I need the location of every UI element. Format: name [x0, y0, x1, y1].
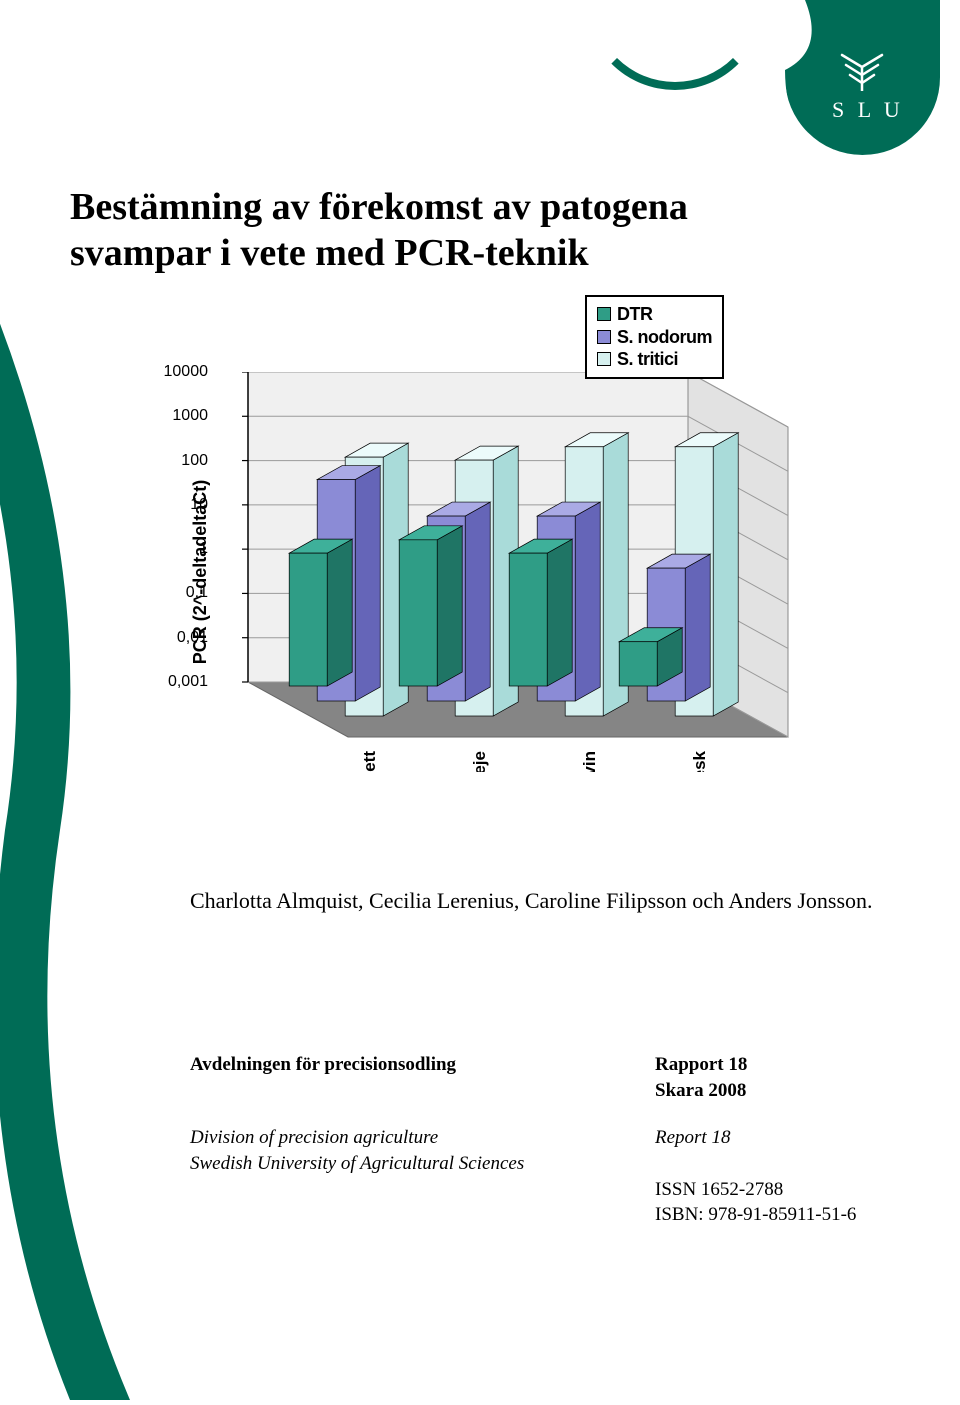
y-tick: 100 — [148, 452, 208, 470]
legend-item-snodorum: S. nodorum — [597, 326, 712, 349]
footer-report: Report 18 — [655, 1125, 730, 1151]
legend-item-dtr: DTR — [597, 303, 712, 326]
authors-line: Charlotta Almquist, Cecilia Lerenius, Ca… — [190, 888, 890, 914]
footer-isbn: ISBN: 978-91-85911-51-6 — [655, 1202, 856, 1228]
legend-swatch — [597, 307, 611, 321]
slu-logo-text: S L U — [832, 97, 904, 123]
legend-label: S. tritici — [617, 348, 678, 371]
legend-swatch — [597, 352, 611, 366]
y-tick: 10 — [148, 496, 208, 514]
page-title: Bestämning av förekomst av patogena svam… — [70, 185, 790, 276]
svg-text:Skalmeje: Skalmeje — [470, 751, 489, 772]
footer-issn: ISSN 1652-2788 — [655, 1177, 783, 1203]
page-title-block: Bestämning av förekomst av patogena svam… — [70, 185, 790, 276]
chart-canvas: Florett Skalmeje Olivin Harnesk — [218, 372, 803, 772]
y-tick: 10000 — [148, 363, 208, 381]
chart-legend: DTR S. nodorum S. tritici — [585, 295, 724, 379]
y-axis-ticks: 1000010001001010,10,010,001 — [148, 372, 208, 682]
footer-location: Skara 2008 — [655, 1078, 747, 1104]
y-tick: 0,001 — [148, 673, 208, 691]
y-tick: 0,1 — [148, 584, 208, 602]
y-tick: 0,01 — [148, 629, 208, 647]
footer-block: Avdelningen för precisionsodling Rapport… — [190, 1052, 910, 1228]
footer-dept: Avdelningen för precisionsodling — [190, 1052, 655, 1103]
legend-label: S. nodorum — [617, 326, 712, 349]
footer-division: Division of precision agriculture — [190, 1125, 655, 1151]
footer-university: Swedish University of Agricultural Scien… — [190, 1151, 655, 1177]
svg-text:Olivin: Olivin — [580, 751, 599, 772]
bar-chart-3d: PCR (2^-deltadeltaCt) 1000010001001010,1… — [138, 372, 803, 772]
slu-tree-icon — [832, 53, 892, 91]
svg-text:Florett: Florett — [360, 751, 379, 772]
y-tick: 1 — [148, 540, 208, 558]
decorative-arc — [585, 0, 765, 90]
legend-item-stritici: S. tritici — [597, 348, 712, 371]
footer-rapport: Rapport 18 — [655, 1052, 747, 1078]
legend-swatch — [597, 330, 611, 344]
decorative-swoosh — [0, 150, 130, 1400]
y-tick: 1000 — [148, 407, 208, 425]
svg-text:Harnesk: Harnesk — [690, 750, 709, 772]
legend-label: DTR — [617, 303, 653, 326]
slu-logo-badge: S L U — [785, 0, 940, 155]
